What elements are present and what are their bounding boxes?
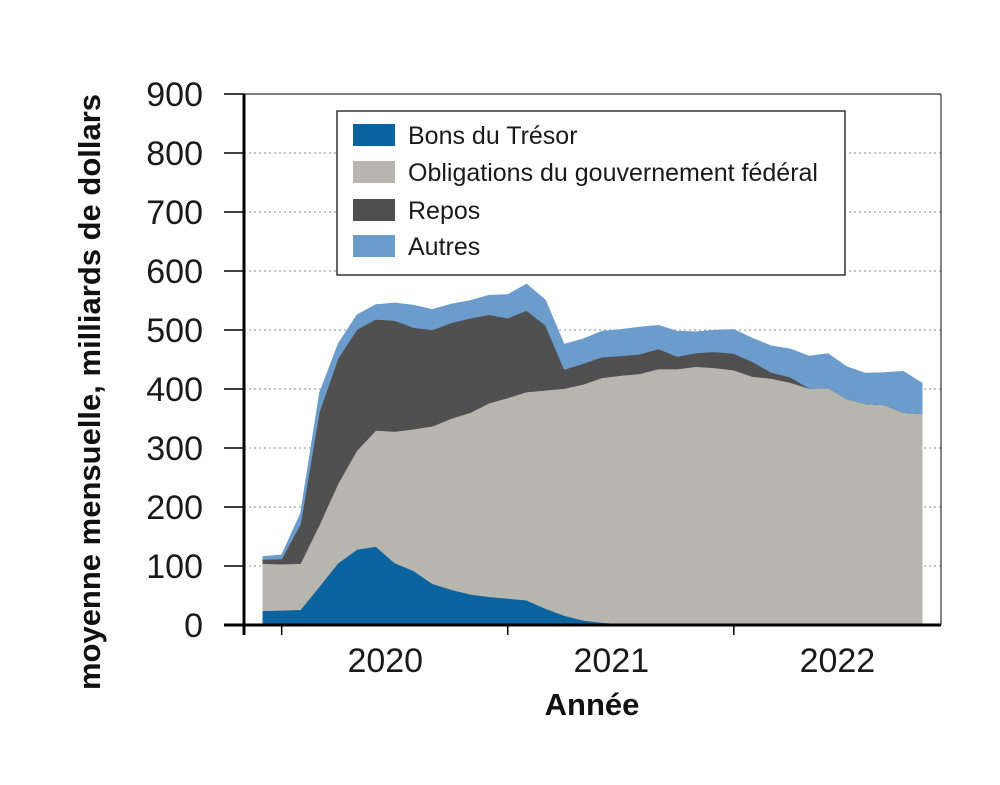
x-tick-label: 2020 xyxy=(347,642,423,680)
legend-label-repos: Repos xyxy=(408,197,480,225)
y-tick-label: 0 xyxy=(184,607,203,645)
legend-swatch-repos xyxy=(353,199,395,221)
x-tick-labels: 2020 2021 2022 xyxy=(347,642,875,680)
y-tick-label: 100 xyxy=(146,548,203,586)
y-tick-label: 200 xyxy=(146,489,203,527)
y-tick-label: 800 xyxy=(146,135,203,173)
series-areas xyxy=(262,283,923,626)
legend-label-bons-du-tresor: Bons du Trésor xyxy=(408,122,578,150)
y-axis-title: moyenne mensuelle, milliards de dollars xyxy=(72,94,107,690)
legend-label-autres: Autres xyxy=(408,233,480,261)
y-tick-label: 400 xyxy=(146,371,203,409)
x-tick-label: 2022 xyxy=(800,642,876,680)
legend-swatch-autres xyxy=(353,235,395,257)
y-tick-label: 900 xyxy=(146,76,203,114)
area-autres xyxy=(262,283,923,560)
y-tick-label: 500 xyxy=(146,312,203,350)
y-tick-labels: 0 100 200 300 400 500 600 700 800 900 xyxy=(146,76,203,645)
legend: Bons du Trésor Obligations du gouverneme… xyxy=(336,110,846,276)
legend-label-obligations: Obligations du gouvernement fédéral xyxy=(408,159,818,187)
legend-box xyxy=(336,110,846,276)
y-tick-label: 600 xyxy=(146,253,203,291)
axes xyxy=(224,93,942,635)
legend-swatch-bons-du-tresor xyxy=(353,124,395,146)
x-axis-title: Année xyxy=(545,687,640,722)
y-tick-label: 700 xyxy=(146,194,203,232)
legend-swatch-obligations xyxy=(353,161,395,183)
y-tick-label: 300 xyxy=(146,430,203,468)
x-tick-label: 2021 xyxy=(574,642,650,680)
